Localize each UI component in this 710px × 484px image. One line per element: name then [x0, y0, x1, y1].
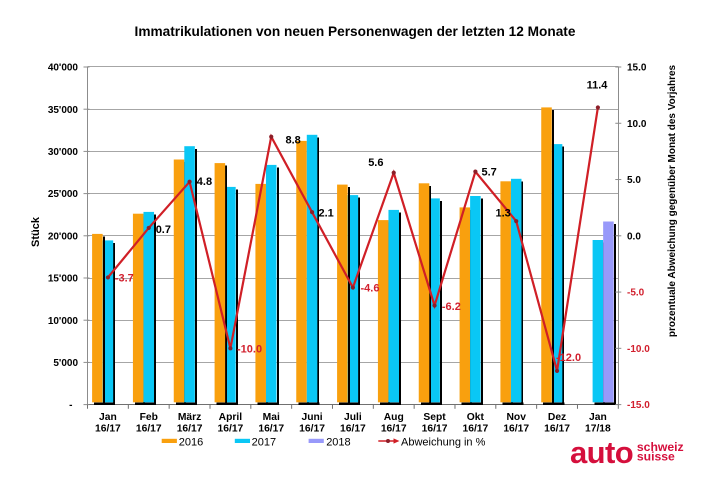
- svg-text:auto: auto: [570, 435, 633, 470]
- svg-text:5'000: 5'000: [53, 358, 78, 369]
- svg-text:16/17: 16/17: [422, 423, 448, 434]
- svg-text:Stück: Stück: [30, 216, 42, 247]
- svg-text:schweiz: schweiz: [637, 440, 684, 454]
- svg-text:Sept: Sept: [423, 412, 446, 423]
- svg-text:15.0: 15.0: [627, 63, 647, 74]
- svg-text:März: März: [178, 412, 201, 423]
- svg-text:8.8: 8.8: [286, 135, 301, 147]
- svg-text:5.0: 5.0: [627, 175, 641, 186]
- svg-text:2.1: 2.1: [319, 208, 334, 220]
- svg-text:Immatrikulationen von neuen Pe: Immatrikulationen von neuen Personenwage…: [135, 24, 576, 39]
- svg-text:11.4: 11.4: [587, 80, 609, 92]
- svg-text:0.7: 0.7: [156, 224, 171, 236]
- svg-text:0.0: 0.0: [627, 231, 641, 242]
- svg-text:-3.7: -3.7: [115, 273, 134, 285]
- svg-text:-: -: [69, 400, 72, 411]
- svg-text:5.6: 5.6: [368, 157, 383, 169]
- svg-text:20'000: 20'000: [48, 231, 79, 242]
- svg-text:16/17: 16/17: [299, 423, 325, 434]
- svg-text:16/17: 16/17: [503, 423, 529, 434]
- svg-text:35'000: 35'000: [48, 105, 79, 116]
- svg-text:16/17: 16/17: [218, 423, 244, 434]
- svg-text:5.7: 5.7: [482, 167, 497, 179]
- svg-text:4.8: 4.8: [197, 176, 212, 188]
- svg-text:25'000: 25'000: [48, 189, 79, 200]
- svg-text:suisse: suisse: [637, 450, 675, 464]
- svg-text:Juni: Juni: [301, 412, 322, 423]
- svg-text:2017: 2017: [252, 437, 276, 449]
- svg-text:30'000: 30'000: [48, 147, 79, 158]
- svg-text:-10.0: -10.0: [237, 343, 262, 355]
- svg-text:10.0: 10.0: [627, 119, 647, 130]
- svg-text:15'000: 15'000: [48, 274, 79, 285]
- svg-text:16/17: 16/17: [544, 423, 570, 434]
- svg-text:Nov: Nov: [506, 412, 526, 423]
- svg-text:Abweichung in %: Abweichung in %: [401, 437, 486, 449]
- svg-text:April: April: [219, 412, 243, 423]
- svg-text:16/17: 16/17: [381, 423, 407, 434]
- svg-text:16/17: 16/17: [136, 423, 162, 434]
- svg-text:Jan: Jan: [99, 412, 117, 423]
- svg-text:17/18: 17/18: [585, 423, 611, 434]
- svg-text:16/17: 16/17: [177, 423, 203, 434]
- svg-text:1.3: 1.3: [496, 208, 511, 220]
- svg-text:Feb: Feb: [140, 412, 158, 423]
- svg-text:Dez: Dez: [548, 412, 566, 423]
- svg-text:-15.0: -15.0: [627, 400, 650, 411]
- svg-text:2018: 2018: [326, 437, 350, 449]
- svg-text:16/17: 16/17: [95, 423, 121, 434]
- svg-text:prozentuale Abweichung gegenüb: prozentuale Abweichung gegenüber Monat d…: [667, 64, 678, 337]
- svg-text:-12.0: -12.0: [556, 352, 581, 364]
- svg-text:16/17: 16/17: [462, 423, 488, 434]
- svg-text:10'000: 10'000: [48, 316, 79, 327]
- svg-text:-4.6: -4.6: [361, 283, 380, 295]
- svg-text:Juli: Juli: [344, 412, 362, 423]
- svg-text:2016: 2016: [179, 437, 203, 449]
- svg-text:16/17: 16/17: [340, 423, 366, 434]
- svg-text:Mai: Mai: [263, 412, 280, 423]
- svg-text:-10.0: -10.0: [627, 344, 650, 355]
- svg-text:-6.2: -6.2: [442, 301, 461, 313]
- svg-text:Okt: Okt: [467, 412, 485, 423]
- svg-text:Aug: Aug: [384, 412, 404, 423]
- svg-text:16/17: 16/17: [258, 423, 284, 434]
- svg-text:40'000: 40'000: [48, 63, 79, 74]
- svg-text:Jan: Jan: [589, 412, 607, 423]
- svg-text:-5.0: -5.0: [627, 288, 645, 299]
